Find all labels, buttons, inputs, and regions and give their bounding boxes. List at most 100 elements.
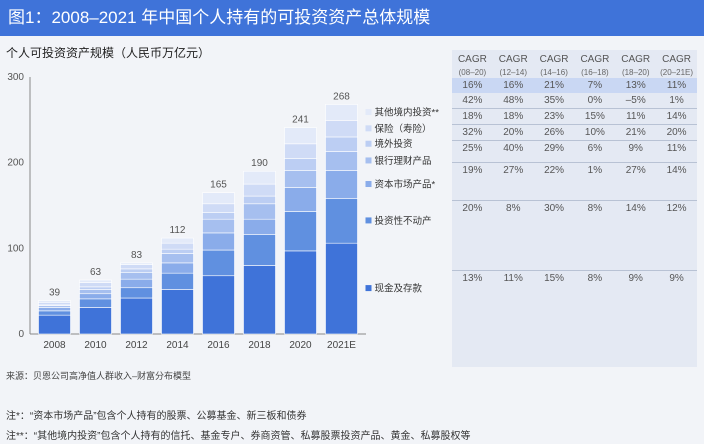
y-tick-label: 300 xyxy=(7,72,24,83)
x-tick-label: 2010 xyxy=(84,340,107,351)
bar-segment xyxy=(243,265,276,335)
x-tick-label: 2016 xyxy=(207,340,230,351)
bar-segment xyxy=(120,287,153,299)
cagr-cell: 16% xyxy=(492,78,534,93)
cagr-header: CAGR xyxy=(580,53,610,65)
cagr-period: (08–20) xyxy=(458,67,487,77)
bar-segment xyxy=(79,289,112,295)
cagr-cell: 8% xyxy=(574,270,616,286)
bar-segment xyxy=(284,170,317,188)
cagr-row-other-domestic: 42% 48% 35% 0% –5% 1% xyxy=(452,93,697,109)
cagr-cell: 15% xyxy=(533,270,575,286)
cagr-cell: 18% xyxy=(452,108,493,125)
bar-segment xyxy=(161,262,194,274)
cagr-cell: 9% xyxy=(656,270,697,286)
cagr-header: CAGR xyxy=(621,53,651,65)
y-tick-label: 100 xyxy=(7,243,24,254)
cagr-cell: 15% xyxy=(574,108,616,125)
chart-title: 图1：2008–2021 年中国个人持有的可投资资产总体规模 xyxy=(0,0,704,36)
bar-segment xyxy=(161,242,194,250)
x-tick-label: 2014 xyxy=(166,340,189,351)
cagr-row-overseas: 32% 20% 26% 10% 21% 20% xyxy=(452,124,697,141)
bar-segment xyxy=(79,293,112,300)
bar-segment xyxy=(38,310,71,316)
cagr-cell: 0% xyxy=(587,95,603,106)
cagr-cell: 21% xyxy=(533,78,575,93)
legend-label: 其他境内投资** xyxy=(375,107,440,119)
cagr-cell: 23% xyxy=(533,108,575,125)
bar-segment xyxy=(243,203,276,220)
bar-segment xyxy=(284,127,317,145)
bar-segment xyxy=(202,203,235,213)
legend-label: 银行理财产品 xyxy=(375,155,432,167)
bar-segment xyxy=(284,211,317,252)
bar-total-label: 165 xyxy=(210,180,227,191)
legend-swatch xyxy=(365,125,372,132)
bar-total-label: 63 xyxy=(90,267,102,278)
cagr-cell: 32% xyxy=(452,124,493,141)
bar-segment xyxy=(325,104,358,121)
bar-segment xyxy=(38,302,71,306)
source-text: 来源：贝恩公司高净值人群收入–财富分布模型 xyxy=(6,371,192,381)
x-tick-label: 2020 xyxy=(289,340,312,351)
cagr-cell: 6% xyxy=(574,140,616,156)
legend-swatch xyxy=(365,140,372,147)
bar-segment xyxy=(325,198,358,244)
bar-segment xyxy=(161,248,194,254)
cagr-cell: 16% xyxy=(452,78,493,93)
bar-segment xyxy=(243,170,276,185)
bar-segment xyxy=(325,120,358,138)
cagr-cell: 27% xyxy=(492,162,534,178)
bar-total-label: 39 xyxy=(49,288,61,299)
bar-segment xyxy=(161,253,194,264)
cagr-row-wealth-mgmt: 25% 40% 29% 6% 9% 11% xyxy=(452,140,697,156)
bar-segment xyxy=(79,307,112,335)
bar-segment xyxy=(202,275,235,335)
cagr-cell: 10% xyxy=(574,124,616,141)
bar-segment xyxy=(243,234,276,266)
bar-segment xyxy=(243,183,276,197)
bar-segment xyxy=(202,192,235,205)
cagr-cell: 22% xyxy=(533,162,575,178)
cagr-cell: 19% xyxy=(452,162,493,178)
bar-segment xyxy=(325,170,358,199)
legend-swatch xyxy=(365,109,372,116)
footnote-other-domestic: 注**：“其他境内投资”包含个人持有的信托、基金专户、券商资管、私募股票投资产品… xyxy=(6,431,471,442)
cagr-cell: 14% xyxy=(656,162,697,178)
cagr-cell: 40% xyxy=(492,140,534,156)
bar-segment xyxy=(284,187,317,212)
bar-segment xyxy=(120,272,153,280)
cagr-cell: 25% xyxy=(452,140,493,156)
bar-total-label: 112 xyxy=(170,225,186,236)
cagr-period: (20–21E) xyxy=(660,67,694,77)
cagr-cell: 21% xyxy=(615,124,657,141)
cagr-cell: 13% xyxy=(615,78,657,93)
chart-subtitle: 个人可投资资产规模（人民币万亿元） xyxy=(6,46,211,60)
y-tick-label: 200 xyxy=(7,158,24,169)
bar-segment xyxy=(202,249,235,277)
bar-segment xyxy=(79,279,112,283)
cagr-cell: 1% xyxy=(574,162,616,178)
cagr-period: (14–16) xyxy=(540,67,568,77)
bar-segment xyxy=(120,278,153,289)
bar-segment xyxy=(120,268,153,273)
legend-label: 保险（寿险） xyxy=(375,123,432,135)
cagr-cell: 13% xyxy=(452,270,493,286)
bar-segment xyxy=(38,300,71,303)
legend-label: 资本市场产品* xyxy=(375,179,436,191)
cagr-cell: –5% xyxy=(625,95,646,106)
bar-segment xyxy=(120,262,153,265)
cagr-row-capital-market: 19% 27% 22% 1% 27% 14% xyxy=(452,162,697,178)
cagr-cell: 20% xyxy=(656,124,697,141)
x-tick-label: 2021E xyxy=(327,340,356,351)
cagr-cell: 18% xyxy=(492,108,534,125)
cagr-cell: 30% xyxy=(533,200,575,216)
x-tick-label: 2012 xyxy=(125,340,148,351)
legend-label: 现金及存款 xyxy=(375,283,423,295)
bar-total-label: 190 xyxy=(251,158,268,169)
bar-segment xyxy=(161,289,194,335)
cagr-cell: 11% xyxy=(615,108,657,125)
cagr-row-total: 16% 16% 21% 7% 13% 11% xyxy=(452,78,697,93)
y-tick-label: 0 xyxy=(18,329,24,340)
bar-segment xyxy=(325,151,358,171)
